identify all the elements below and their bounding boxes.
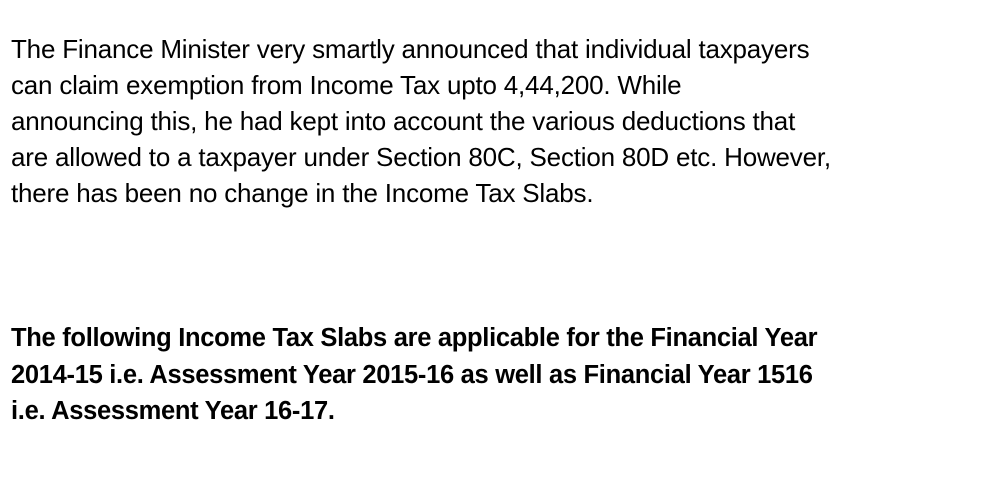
intro-line-2: can claim exemption from Income Tax upto…: [11, 70, 682, 100]
intro-line-4: are allowed to a taxpayer under Section …: [11, 142, 831, 172]
intro-line-5: there has been no change in the Income T…: [11, 178, 594, 208]
intro-line-3: announcing this, he had kept into accoun…: [11, 106, 796, 136]
slabs-line-3: i.e. Assessment Year 16-17.: [11, 397, 335, 425]
intro-line-1: The Finance Minister very smartly announ…: [11, 34, 810, 64]
slabs-line-2: 2014-15 i.e. Assessment Year 2015-16 as …: [11, 361, 813, 389]
slabs-line-1: The following Income Tax Slabs are appli…: [11, 324, 818, 352]
